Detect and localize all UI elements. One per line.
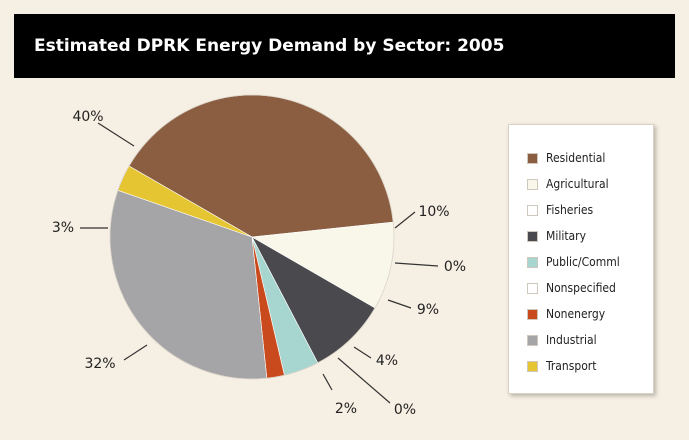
- legend-item: Public/Comml: [527, 253, 620, 271]
- legend-label: Industrial: [546, 333, 597, 347]
- legend-label: Public/Comml: [546, 255, 620, 269]
- percent-label: 0%: [444, 259, 466, 275]
- leader-line: [123, 344, 148, 361]
- legend-swatch: [527, 152, 538, 164]
- legend-label: Transport: [546, 359, 597, 373]
- percent-label: 9%: [417, 302, 439, 318]
- legend-swatch: [527, 204, 538, 216]
- percent-label: 3%: [52, 220, 74, 236]
- chart-title: Estimated DPRK Energy Demand by Sector: …: [34, 36, 505, 56]
- legend-swatch: [527, 360, 538, 372]
- legend-label: Nonspecified: [546, 281, 616, 295]
- percent-labels: 40% 10% 0% 9% 4% 0% 2% 32% 3%: [52, 109, 466, 418]
- legend-label: Nonenergy: [546, 307, 606, 321]
- legend-swatch: [527, 334, 538, 346]
- legend-swatch: [527, 256, 538, 268]
- legend-item: Residential: [527, 149, 605, 167]
- legend-label: Military: [546, 229, 586, 243]
- leader-line: [387, 299, 412, 309]
- legend: Residential Agricultural Fisheries Military…: [508, 124, 654, 394]
- leader-lines: [80, 122, 439, 404]
- leader-line: [394, 211, 416, 229]
- percent-label: 4%: [376, 353, 398, 369]
- legend-label: Agricultural: [546, 177, 609, 191]
- percent-label: 10%: [418, 204, 449, 220]
- legend-swatch: [527, 282, 538, 294]
- leader-line: [394, 262, 439, 267]
- legend-swatch: [527, 178, 538, 190]
- legend-item: Transport: [527, 357, 596, 375]
- legend-label: Residential: [546, 151, 606, 165]
- pie-slices: [109, 94, 395, 380]
- legend-label: Fisheries: [546, 203, 594, 217]
- legend-swatch: [527, 308, 538, 320]
- legend-item: Fisheries: [527, 201, 593, 219]
- percent-label: 32%: [84, 356, 115, 372]
- pie-outline: [109, 94, 395, 380]
- legend-item: Nonenergy: [527, 305, 605, 323]
- legend-swatch: [527, 230, 538, 242]
- leader-line: [322, 373, 333, 391]
- legend-item: Nonspecified: [527, 279, 616, 297]
- percent-label: 0%: [394, 402, 416, 418]
- legend-item: Industrial: [527, 331, 597, 349]
- leader-line: [337, 357, 391, 404]
- legend-item: Agricultural: [527, 175, 609, 193]
- percent-label: 40%: [72, 109, 103, 125]
- legend-item: Military: [527, 227, 586, 245]
- percent-label: 2%: [335, 401, 357, 417]
- leader-line: [353, 346, 372, 359]
- title-bar: [14, 14, 675, 78]
- leader-line: [97, 122, 135, 147]
